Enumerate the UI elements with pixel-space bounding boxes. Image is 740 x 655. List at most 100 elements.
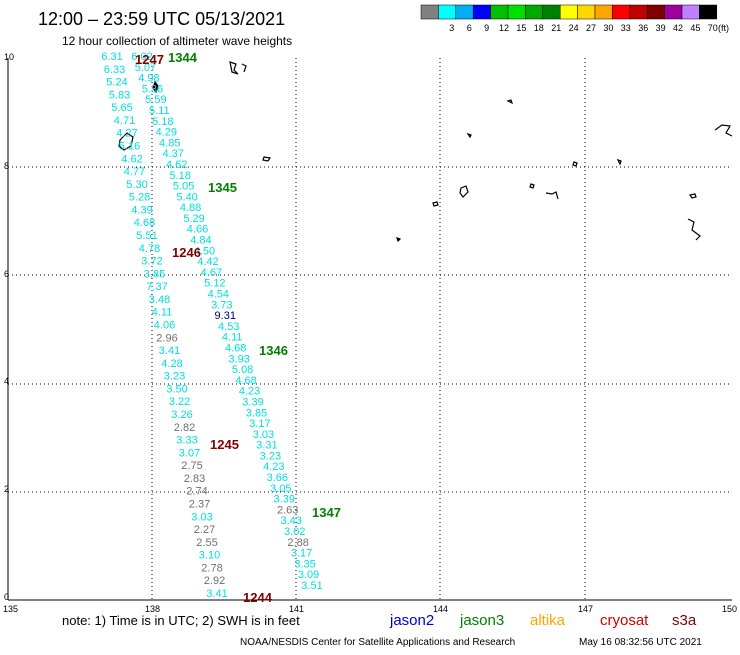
wave-height-value: 6.31	[101, 51, 122, 63]
wave-height-value: 4.88	[180, 202, 201, 214]
wave-height-value: 5.40	[176, 191, 197, 203]
wave-height-value: 2.55	[196, 537, 217, 549]
scale-swatch	[490, 4, 509, 20]
wave-height-value: 3.41	[159, 345, 180, 357]
wave-height-value: 5.07	[135, 62, 156, 74]
wave-height-value: 4.85	[159, 137, 180, 149]
wave-height-value: 5.18	[152, 116, 173, 128]
wave-height-value: 3.48	[149, 294, 170, 306]
wave-height-value: 2.88	[287, 537, 308, 549]
scale-label: 30	[603, 23, 613, 33]
scale-label: 18	[534, 23, 544, 33]
wave-height-value: 5.08	[232, 364, 253, 376]
wave-height-value: 2.82	[174, 422, 195, 434]
scale-label: 3	[449, 23, 454, 33]
wave-height-value: 5.30	[126, 179, 147, 191]
wave-height-value: 7.37	[146, 281, 167, 293]
lat-tick: 4	[4, 376, 9, 386]
wave-height-value: 4.77	[124, 166, 145, 178]
wave-height-value: 3.41	[206, 588, 227, 600]
wave-height-value: 6.33	[104, 64, 125, 76]
mission-jason3: jason3	[459, 612, 504, 629]
wave-height-value: 3.09	[298, 569, 319, 581]
wave-height-value: 2.74	[186, 486, 207, 498]
wave-height-value: 4.66	[187, 224, 208, 236]
wave-height-value: 4.23	[263, 461, 284, 473]
wave-height-value: 3.39	[274, 494, 295, 506]
scale-label: 36	[638, 23, 648, 33]
wave-height-value: 4.67	[201, 267, 222, 279]
wave-height-value: 2.63	[277, 504, 298, 516]
island-woleai	[432, 201, 439, 207]
wave-height-value: 5.12	[204, 278, 225, 290]
wave-height-value: 5.59	[145, 94, 166, 106]
pass-label-1245: 1245	[210, 437, 239, 452]
wave-height-value: 4.84	[190, 235, 211, 247]
wave-height-value: 3.07	[179, 447, 200, 459]
wave-height-value: 3.23	[260, 450, 281, 462]
wave-height-value: 3.93	[228, 353, 249, 365]
island-ngatik	[506, 99, 514, 105]
pass-label-1244: 1244	[243, 590, 273, 605]
lat-tick: 2	[4, 484, 9, 494]
lon-tick-labels: 135 138 141 144 147 150	[3, 604, 737, 614]
wave-height-value: 3.51	[301, 580, 322, 592]
scale-swatch	[438, 4, 457, 20]
scale-label: 6	[467, 23, 472, 33]
pass-label-1247: 1247	[135, 52, 164, 67]
scale-swatch	[594, 4, 613, 20]
island-palau	[118, 132, 134, 151]
wave-height-value: 4.23	[239, 386, 260, 398]
wave-height-value: 5.65	[111, 102, 132, 114]
scale-swatch	[525, 4, 544, 20]
scale-label: 15	[516, 23, 526, 33]
mission-altika: altika	[530, 612, 566, 629]
island-pikelot	[616, 158, 622, 166]
pass-label-1347: 1347	[312, 505, 341, 520]
island-ngulu	[229, 61, 239, 75]
wave-height-value: 3.10	[199, 550, 220, 562]
wave-height-value: 2.75	[181, 460, 202, 472]
wave-height-value: 3.05	[270, 483, 291, 495]
wave-height-value: 4.06	[154, 320, 175, 332]
wave-height-value: 2.96	[156, 332, 177, 344]
wave-height-value: 2.92	[204, 575, 225, 587]
mission-legend: jason2 jason3 altika cryosat s3a	[389, 612, 697, 629]
lat-tick: 6	[4, 269, 9, 279]
altimeter-tracks: 6.316.335.245.835.654.714.275.164.624.77…	[101, 51, 322, 600]
wave-height-value: 4.68	[225, 342, 246, 354]
scale-swatch	[577, 4, 596, 20]
island-elato	[529, 183, 535, 189]
island-sorol	[396, 237, 402, 243]
wave-height-value: 2.78	[201, 562, 222, 574]
wave-height-value: 4.78	[139, 243, 160, 255]
scale-swatch	[542, 4, 561, 20]
lon-tick: 138	[145, 604, 160, 614]
wave-height-value: 4.62	[166, 159, 187, 171]
wave-height-value: 3.35	[294, 558, 315, 570]
wave-height-value: 3.85	[144, 268, 165, 280]
lat-tick: 8	[4, 161, 9, 171]
wave-height-value: 4.71	[114, 115, 135, 127]
wave-height-value: 3.26	[171, 409, 192, 421]
scale-swatch	[646, 4, 665, 20]
island-satawal	[572, 161, 578, 167]
color-scale-legend: 3 6 9 12 15 18 21 24 27 30 33 36 39 42 45 70	[420, 4, 718, 33]
footer-timestamp: May 16 08:32:56 UTC 2021	[579, 637, 702, 648]
scale-swatch	[681, 4, 700, 20]
wave-height-value: 4.68	[134, 217, 155, 229]
wave-height-value: 5.28	[129, 192, 150, 204]
wave-height-value: 3.17	[249, 418, 270, 430]
wave-height-value: 5.36	[142, 83, 163, 95]
pass-label-1246: 1246	[172, 245, 201, 260]
scale-swatch	[612, 4, 631, 20]
island-ngulu-reef	[241, 63, 247, 73]
wave-height-value: 3.66	[267, 472, 288, 484]
scale-unit: (ft)	[718, 23, 729, 33]
wave-height-value: 3.50	[166, 383, 187, 395]
wave-height-value: 3.39	[242, 396, 263, 408]
lon-tick: 135	[3, 604, 18, 614]
wave-height-value: 3.23	[164, 371, 185, 383]
